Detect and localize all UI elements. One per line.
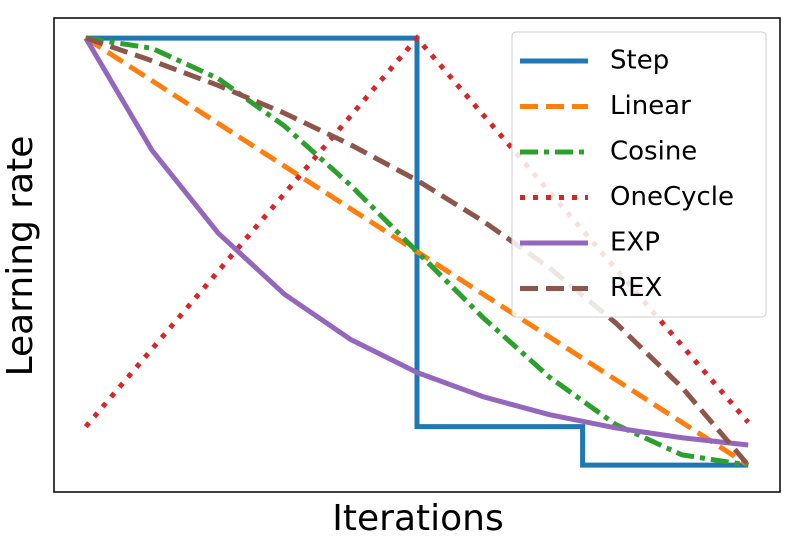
x-axis-label: Iterations (332, 498, 503, 539)
series-line (84, 35, 750, 468)
series-line (85, 35, 749, 468)
series-line (85, 35, 749, 468)
legend: Step Linear Cosine OneCycle EXP REX (511, 31, 767, 318)
legend-label: EXP (610, 228, 660, 258)
legend-label: Step (610, 46, 669, 76)
legend-label: Cosine (610, 137, 697, 167)
y-axis-label: Learning rate (0, 136, 41, 377)
legend-box (511, 31, 767, 318)
plot-frame (53, 17, 781, 493)
legend-label: OneCycle (610, 182, 734, 212)
series-line (84, 35, 751, 467)
legend-label: Linear (610, 91, 691, 121)
series-line (83, 36, 749, 448)
legend-label: REX (610, 273, 662, 303)
